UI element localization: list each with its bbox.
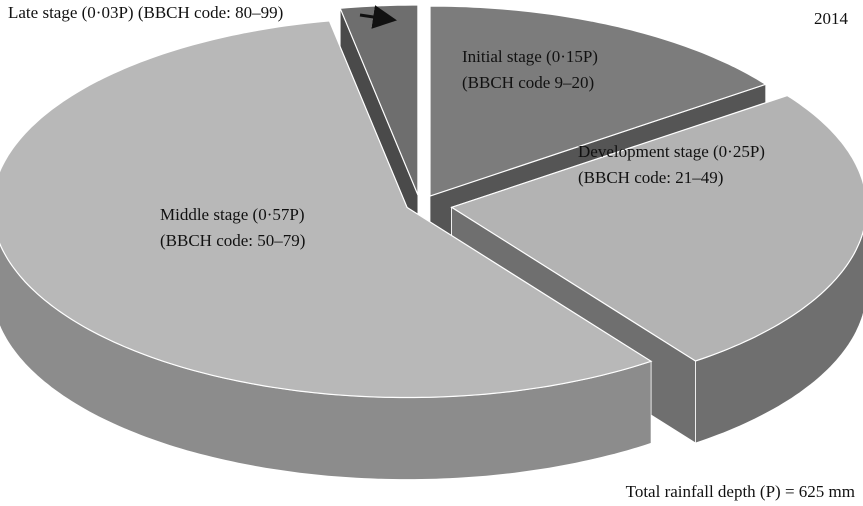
code-label: (BBCH code: 50–79) xyxy=(160,231,305,250)
value-label: (0·15P) xyxy=(546,47,598,66)
slice-label: Development stage (0·25P) xyxy=(578,142,765,161)
slice xyxy=(450,94,863,362)
slice xyxy=(0,20,653,399)
pie xyxy=(0,4,863,480)
category-label: Initial stage xyxy=(462,47,542,66)
value-label: (0·25P) xyxy=(713,142,765,161)
slice-label: Middle stage (0·57P) xyxy=(160,205,305,224)
labels: Initial stage (0·15P) (BBCH code 9–20) Dev… xyxy=(8,3,765,250)
chart-title: 2014 xyxy=(814,9,849,28)
code-label: (BBCH code: 80–99) xyxy=(138,3,283,22)
category-label: Middle stage xyxy=(160,205,248,224)
slice xyxy=(429,5,768,197)
value-label: (0·57P) xyxy=(253,205,305,224)
slice-label: Initial stage (0·15P) xyxy=(462,47,598,66)
pointer-arrow xyxy=(359,5,397,29)
footnote: Total rainfall depth (P) = 625 mm xyxy=(626,482,855,501)
category-label: Late stage xyxy=(8,3,77,22)
category-label: Development stage xyxy=(578,142,709,161)
code-label: (BBCH code: 21–49) xyxy=(578,168,723,187)
value-label: (0·03P) xyxy=(82,3,134,22)
code-label: (BBCH code 9–20) xyxy=(462,73,594,92)
slice-label: Late stage (0·03P) (BBCH code: 80–99) xyxy=(8,3,283,22)
